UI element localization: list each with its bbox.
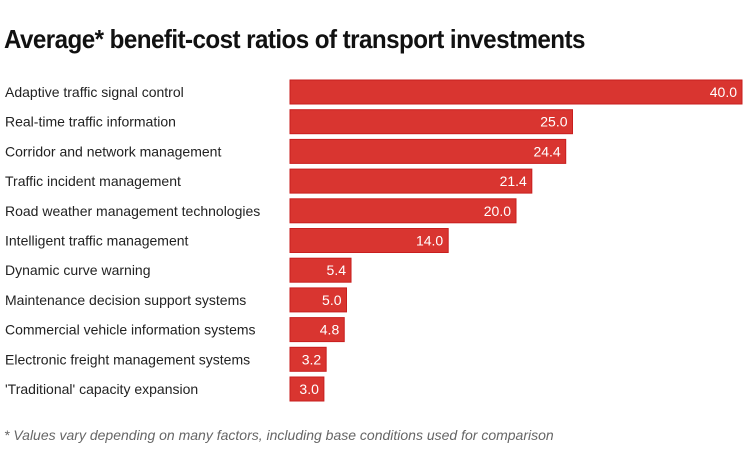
category-label: Road weather management technologies: [5, 203, 260, 219]
bar: [289, 79, 743, 105]
category-label: Corridor and network management: [5, 143, 221, 159]
value-label: 4.8: [320, 322, 340, 338]
value-label: 5.4: [327, 262, 347, 278]
bar: [289, 317, 345, 343]
value-label: 20.0: [484, 203, 511, 219]
value-label: 25.0: [540, 114, 567, 130]
bars-group: Adaptive traffic signal control 40.0 Real-…: [5, 79, 743, 402]
value-label: 3.0: [299, 381, 319, 397]
category-label: Electronic freight management systems: [5, 351, 250, 367]
value-label: 14.0: [416, 233, 443, 249]
value-label: 3.2: [302, 351, 322, 367]
bar: [289, 168, 533, 194]
category-label: Real-time traffic information: [5, 114, 176, 130]
bar: [289, 346, 327, 372]
value-label: 40.0: [710, 84, 737, 100]
value-label: 21.4: [500, 173, 527, 189]
category-label: Adaptive traffic signal control: [5, 84, 184, 100]
chart-title: Average* benefit-cost ratios of transpor…: [4, 24, 585, 54]
category-label: 'Traditional' capacity expansion: [5, 381, 198, 397]
category-label: Traffic incident management: [5, 173, 181, 189]
category-label: Maintenance decision support systems: [5, 292, 246, 308]
chart-footnote: * Values vary depending on many factors,…: [4, 427, 554, 443]
value-label: 24.4: [533, 143, 560, 159]
value-label: 5.0: [322, 292, 342, 308]
bar: [289, 109, 573, 135]
category-label: Dynamic curve warning: [5, 262, 151, 278]
bar: [289, 198, 517, 224]
category-label: Commercial vehicle information systems: [5, 322, 256, 338]
category-label: Intelligent traffic management: [5, 233, 189, 249]
bar: [289, 138, 567, 164]
bar: [289, 376, 325, 402]
bar: [289, 257, 352, 283]
bar: [289, 287, 347, 313]
bar: [289, 228, 449, 253]
